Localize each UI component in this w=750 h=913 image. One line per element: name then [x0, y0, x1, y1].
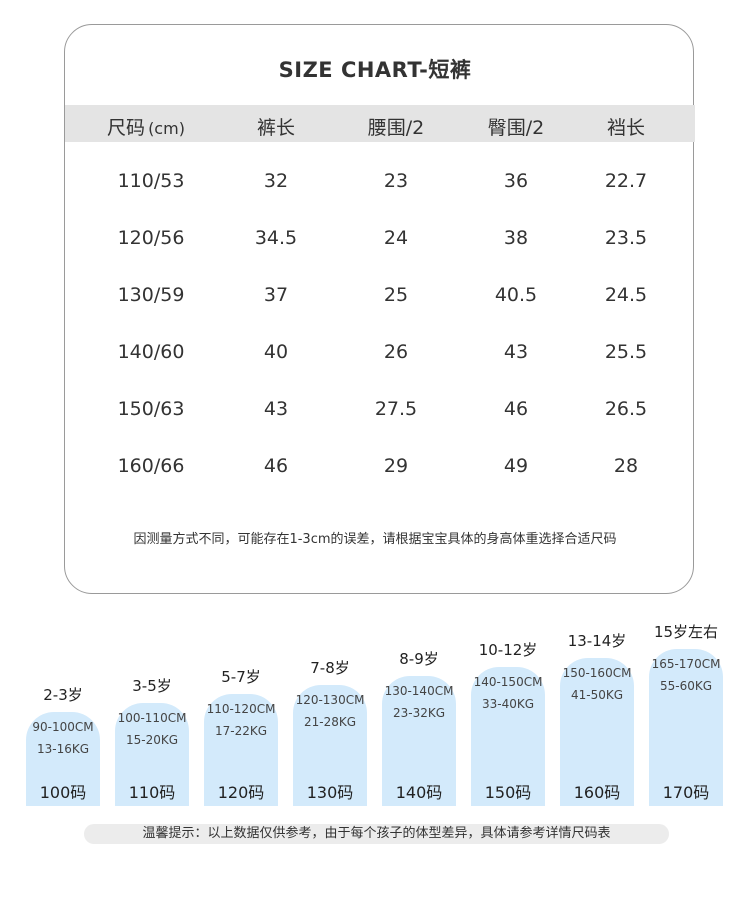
weight-range: 33-40KG	[481, 697, 535, 711]
size-tab	[649, 649, 723, 806]
weight-range: 55-60KG	[659, 679, 713, 693]
table-cell: 26	[383, 341, 409, 363]
size-code: 120码	[217, 783, 265, 802]
header-label: 尺码	[107, 117, 146, 139]
table-cell: 24	[383, 227, 409, 249]
age-label: 7-8岁	[310, 659, 350, 677]
size-tab	[471, 667, 545, 806]
size-tab	[293, 685, 367, 806]
table-cell: 25	[383, 284, 409, 306]
table-cell: 130/59	[117, 284, 185, 306]
table-cell: 120/56	[117, 227, 185, 249]
table-cell: 22.7	[604, 170, 648, 192]
table-cell: 32	[263, 170, 289, 192]
weight-range: 13-16KG	[36, 742, 90, 756]
size-code: 110码	[128, 783, 176, 802]
table-cell: 46	[503, 398, 529, 420]
weight-range: 23-32KG	[392, 706, 446, 720]
size-chart-card	[64, 24, 694, 594]
height-range: 140-150CM	[473, 675, 543, 689]
height-range: 100-110CM	[117, 711, 187, 725]
age-label: 10-12岁	[478, 641, 538, 659]
tip-banner: 温馨提示：以上数据仅供参考，由于每个孩子的体型差异，具体请参考详情尺码表	[84, 824, 669, 844]
size-tab	[204, 694, 278, 806]
header-unit: (cm)	[148, 119, 185, 138]
age-label: 8-9岁	[399, 650, 439, 668]
size-tab	[560, 658, 634, 806]
header-label: 腰围/2	[367, 117, 425, 139]
table-cell: 25.5	[604, 341, 648, 363]
table-header-cell: 裤长	[216, 113, 336, 140]
table-cell: 140/60	[117, 341, 185, 363]
age-label: 13-14岁	[567, 632, 627, 650]
table-header-cell: 尺码 (cm)	[86, 113, 206, 140]
size-code: 130码	[306, 783, 354, 802]
size-tab	[26, 712, 100, 806]
header-label: 裆长	[606, 117, 645, 139]
table-cell: 160/66	[117, 455, 185, 477]
chart-title: SIZE CHART-短裤	[278, 58, 472, 82]
weight-range: 15-20KG	[125, 733, 179, 747]
table-cell: 110/53	[117, 170, 185, 192]
height-range: 165-170CM	[651, 657, 721, 671]
size-code: 100码	[39, 783, 87, 802]
table-cell: 40.5	[494, 284, 538, 306]
age-label: 2-3岁	[43, 686, 83, 704]
table-cell: 43	[503, 341, 529, 363]
table-cell: 36	[503, 170, 529, 192]
table-header-cell: 腰围/2	[336, 113, 456, 140]
size-code: 150码	[484, 783, 532, 802]
table-cell: 23.5	[604, 227, 648, 249]
table-cell: 28	[613, 455, 639, 477]
measurement-note: 因测量方式不同，可能存在1-3cm的误差，请根据宝宝具体的身高体重选择合适尺码	[133, 532, 617, 547]
age-label: 3-5岁	[132, 677, 172, 695]
size-tab	[382, 676, 456, 806]
age-label: 5-7岁	[221, 668, 261, 686]
table-cell: 150/63	[117, 398, 185, 420]
height-range: 130-140CM	[384, 684, 454, 698]
header-label: 臀围/2	[487, 117, 545, 139]
table-cell: 37	[263, 284, 289, 306]
table-header-row	[65, 105, 695, 142]
table-cell: 49	[503, 455, 529, 477]
height-range: 110-120CM	[206, 702, 276, 716]
height-range: 90-100CM	[32, 720, 94, 734]
table-cell: 23	[383, 170, 409, 192]
size-code: 160码	[573, 783, 621, 802]
height-range: 120-130CM	[295, 693, 365, 707]
table-cell: 26.5	[604, 398, 648, 420]
size-code: 140码	[395, 783, 443, 802]
size-tab	[115, 703, 189, 806]
table-cell: 43	[263, 398, 289, 420]
table-cell: 27.5	[374, 398, 418, 420]
table-cell: 38	[503, 227, 529, 249]
age-label: 15岁左右	[653, 623, 719, 641]
weight-range: 17-22KG	[214, 724, 268, 738]
header-label: 裤长	[256, 117, 295, 139]
table-cell: 46	[263, 455, 289, 477]
weight-range: 41-50KG	[570, 688, 624, 702]
table-header-cell: 裆长	[566, 113, 686, 140]
table-cell: 24.5	[604, 284, 648, 306]
size-code: 170码	[662, 783, 710, 802]
table-cell: 34.5	[254, 227, 298, 249]
table-cell: 40	[263, 341, 289, 363]
height-range: 150-160CM	[562, 666, 632, 680]
weight-range: 21-28KG	[303, 715, 357, 729]
table-cell: 29	[383, 455, 409, 477]
table-header-cell: 臀围/2	[456, 113, 576, 140]
